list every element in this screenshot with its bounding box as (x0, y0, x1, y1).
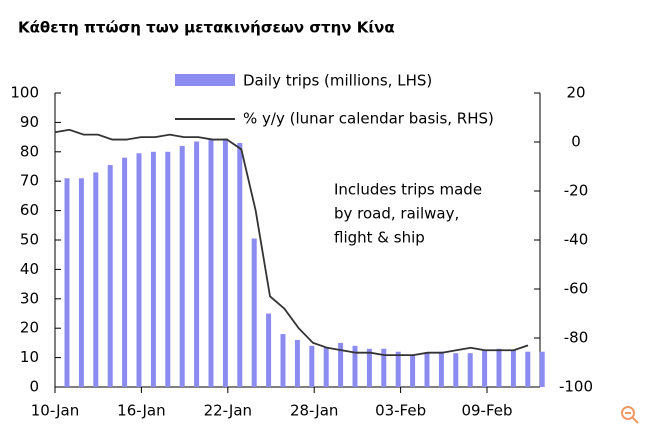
y-tick-label: 40 (20, 260, 39, 278)
bar (453, 353, 459, 387)
x-tick-label: 03-Feb (375, 402, 426, 420)
bar (280, 334, 286, 387)
bar (309, 345, 315, 387)
bar (165, 151, 171, 387)
bar (93, 172, 99, 387)
bar (237, 142, 243, 387)
y-tick-label: 100 (10, 84, 39, 102)
bar (482, 350, 488, 387)
bar (539, 351, 545, 387)
bar (338, 342, 344, 387)
bar (352, 345, 358, 387)
bar (424, 353, 430, 387)
annotation: flight & ship (334, 229, 425, 247)
bar (510, 350, 516, 387)
bar (136, 153, 142, 387)
x-tick-label: 22-Jan (204, 402, 252, 420)
bar (496, 348, 502, 387)
bar (438, 351, 444, 387)
y2-tick-label: 0 (571, 133, 581, 151)
bar (179, 145, 185, 387)
bar (266, 313, 272, 387)
bar (467, 353, 473, 387)
x-tick-label: 09-Feb (461, 402, 512, 420)
y-tick-label: 60 (20, 201, 39, 219)
y2-tick-label: -20 (564, 182, 589, 200)
bar (251, 238, 257, 387)
y2-tick-label: -40 (564, 231, 589, 249)
bar (294, 339, 300, 387)
bar (208, 138, 214, 387)
y2-tick-label: -60 (564, 280, 589, 298)
legend-label: % y/y (lunar calendar basis, RHS) (243, 110, 494, 128)
bar (381, 348, 387, 387)
legend-swatch (175, 74, 235, 86)
y-tick-label: 70 (20, 172, 39, 190)
zoom-icon[interactable] (621, 406, 639, 424)
bar (150, 151, 156, 387)
bar (194, 141, 200, 387)
y-tick-label: 0 (29, 378, 39, 396)
y-tick-label: 80 (20, 142, 39, 160)
y2-tick-label: -100 (559, 378, 593, 396)
bar (525, 351, 531, 387)
line (54, 128, 529, 357)
bar (107, 165, 113, 387)
bar (122, 157, 128, 387)
legend-label: Daily trips (millions, LHS) (243, 72, 432, 90)
x-tick-label: 16-Jan (117, 402, 165, 420)
bar (222, 138, 228, 387)
bar (410, 354, 416, 387)
y2-tick-label: 20 (566, 84, 585, 102)
y-tick-label: 30 (20, 289, 39, 307)
bar (323, 347, 329, 387)
y-tick-label: 50 (20, 231, 39, 249)
bar (395, 351, 401, 387)
y2-tick-label: -80 (564, 329, 589, 347)
y-tick-label: 20 (20, 319, 39, 337)
annotation: by road, railway, (334, 205, 459, 223)
y-tick-label: 10 (20, 348, 39, 366)
bar (366, 348, 372, 387)
x-tick-label: 10-Jan (31, 402, 79, 420)
chart-title: Κάθετη πτώση των μετακινήσεων στην Κίνα (18, 19, 395, 37)
y-tick-label: 90 (20, 113, 39, 131)
x-tick-label: 28-Jan (290, 402, 338, 420)
bar (78, 178, 84, 387)
annotation: Includes trips made (334, 181, 482, 199)
bar (64, 178, 70, 387)
